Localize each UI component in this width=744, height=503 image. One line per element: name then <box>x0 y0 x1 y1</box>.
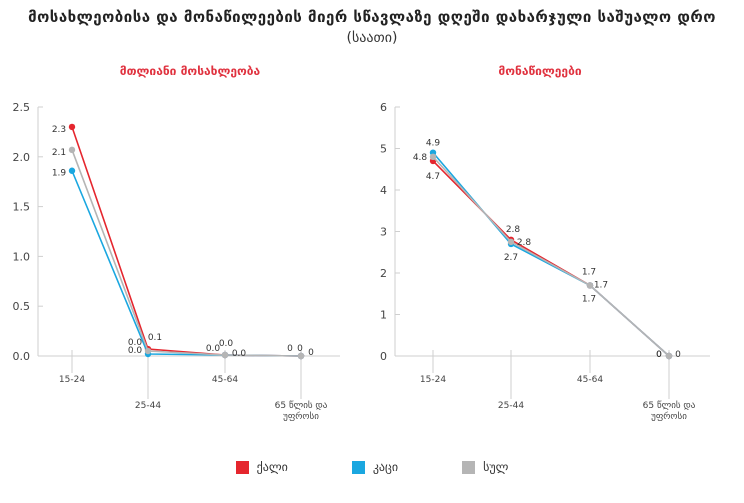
y-tick-label: 6 <box>380 101 387 114</box>
panel-title-population: მთლიანი მოსახლეობა <box>119 64 261 78</box>
data-point <box>221 351 229 359</box>
data-label: 0 <box>308 348 314 358</box>
figure-subtitle: (საათი) <box>346 30 398 46</box>
panel-title-participants: მონაწილეები <box>498 64 582 78</box>
series-line-0 <box>432 160 670 357</box>
x-tick-label: 65 წლის და <box>643 400 696 411</box>
data-point <box>68 167 76 174</box>
y-tick-label: 2.0 <box>13 151 31 164</box>
data-label: 2.7 <box>504 253 518 263</box>
y-tick-label: 4 <box>380 184 387 197</box>
data-label: 4.7 <box>426 172 440 182</box>
data-label: 2.1 <box>52 148 66 158</box>
data-label: 0.0 <box>206 344 221 354</box>
data-label: 0 <box>656 350 662 360</box>
y-tick-label: 1.0 <box>13 250 31 263</box>
data-label: 1.9 <box>52 169 67 179</box>
y-tick-label: 0.5 <box>13 300 31 313</box>
data-label: 2.3 <box>52 125 66 135</box>
y-tick-label: 0 <box>380 350 387 363</box>
x-tick-label: უფროსი <box>283 411 319 422</box>
data-label: 0.1 <box>148 333 162 343</box>
x-tick-label: უფროსი <box>651 411 687 422</box>
y-tick-label: 3 <box>380 226 387 239</box>
data-label: 0.0 <box>232 349 247 359</box>
data-label: 0.0 <box>128 338 143 348</box>
data-point <box>297 352 305 360</box>
legend-label-male: კაცი <box>372 460 399 474</box>
data-label: 1.7 <box>594 280 608 290</box>
data-label: 0.0 <box>219 339 234 349</box>
legend-swatch-male <box>351 460 365 474</box>
x-tick-label: 25-44 <box>135 401 161 411</box>
legend-item-female: ქალი <box>235 460 288 474</box>
data-label: 0.0 <box>128 346 143 356</box>
series-line-1 <box>432 152 670 357</box>
x-tick-label: 45-64 <box>577 375 603 385</box>
y-tick-label: 0.0 <box>13 350 31 363</box>
data-label: 0 <box>675 350 681 360</box>
data-point <box>68 146 76 154</box>
series-line-2 <box>71 149 302 357</box>
y-tick-label: 2.5 <box>13 101 31 114</box>
data-label: 1.7 <box>582 294 596 304</box>
data-point <box>586 282 594 289</box>
y-tick-label: 5 <box>380 143 387 156</box>
data-label: 2.8 <box>506 225 521 235</box>
x-tick-label: 25-44 <box>498 401 524 411</box>
chart-population: 0.0 0.5 1.0 1.5 2.0 2.5 15-24 25-44 45-64 65 წლის… <box>13 101 340 422</box>
x-tick-label: 15-24 <box>420 375 446 385</box>
legend-item-total: სულ <box>462 460 508 474</box>
data-point <box>665 352 673 360</box>
data-label: 0 <box>287 344 293 354</box>
data-label: 4.8 <box>413 153 428 163</box>
x-tick-label: 45-64 <box>212 375 238 385</box>
legend: ქალი კაცი სულ <box>0 460 744 474</box>
legend-label-female: ქალი <box>256 460 288 474</box>
data-label: 2.8 <box>517 238 532 248</box>
data-label: 0 <box>656 350 662 360</box>
legend-swatch-female <box>235 460 249 474</box>
legend-swatch-total <box>462 460 476 474</box>
x-tick-label: 65 წლის და <box>275 400 328 411</box>
data-label: 1.7 <box>582 267 596 277</box>
x-tick-label: 15-24 <box>59 375 85 385</box>
y-tick-label: 1 <box>380 309 387 322</box>
legend-item-male: კაცი <box>351 460 399 474</box>
data-label: 4.9 <box>426 139 441 149</box>
data-point <box>429 153 437 160</box>
data-label: 0 <box>297 344 303 354</box>
y-tick-label: 2 <box>380 267 387 280</box>
data-point <box>144 347 152 355</box>
legend-label-total: სულ <box>483 460 509 474</box>
data-point <box>68 123 76 131</box>
figure-title: მოსახლეობისა და მონაწილეების მიერ სწავლა… <box>28 8 716 26</box>
data-point <box>507 238 515 246</box>
y-tick-label: 1.5 <box>13 201 31 214</box>
series-line-1 <box>71 170 302 357</box>
series-line-2 <box>432 156 670 357</box>
